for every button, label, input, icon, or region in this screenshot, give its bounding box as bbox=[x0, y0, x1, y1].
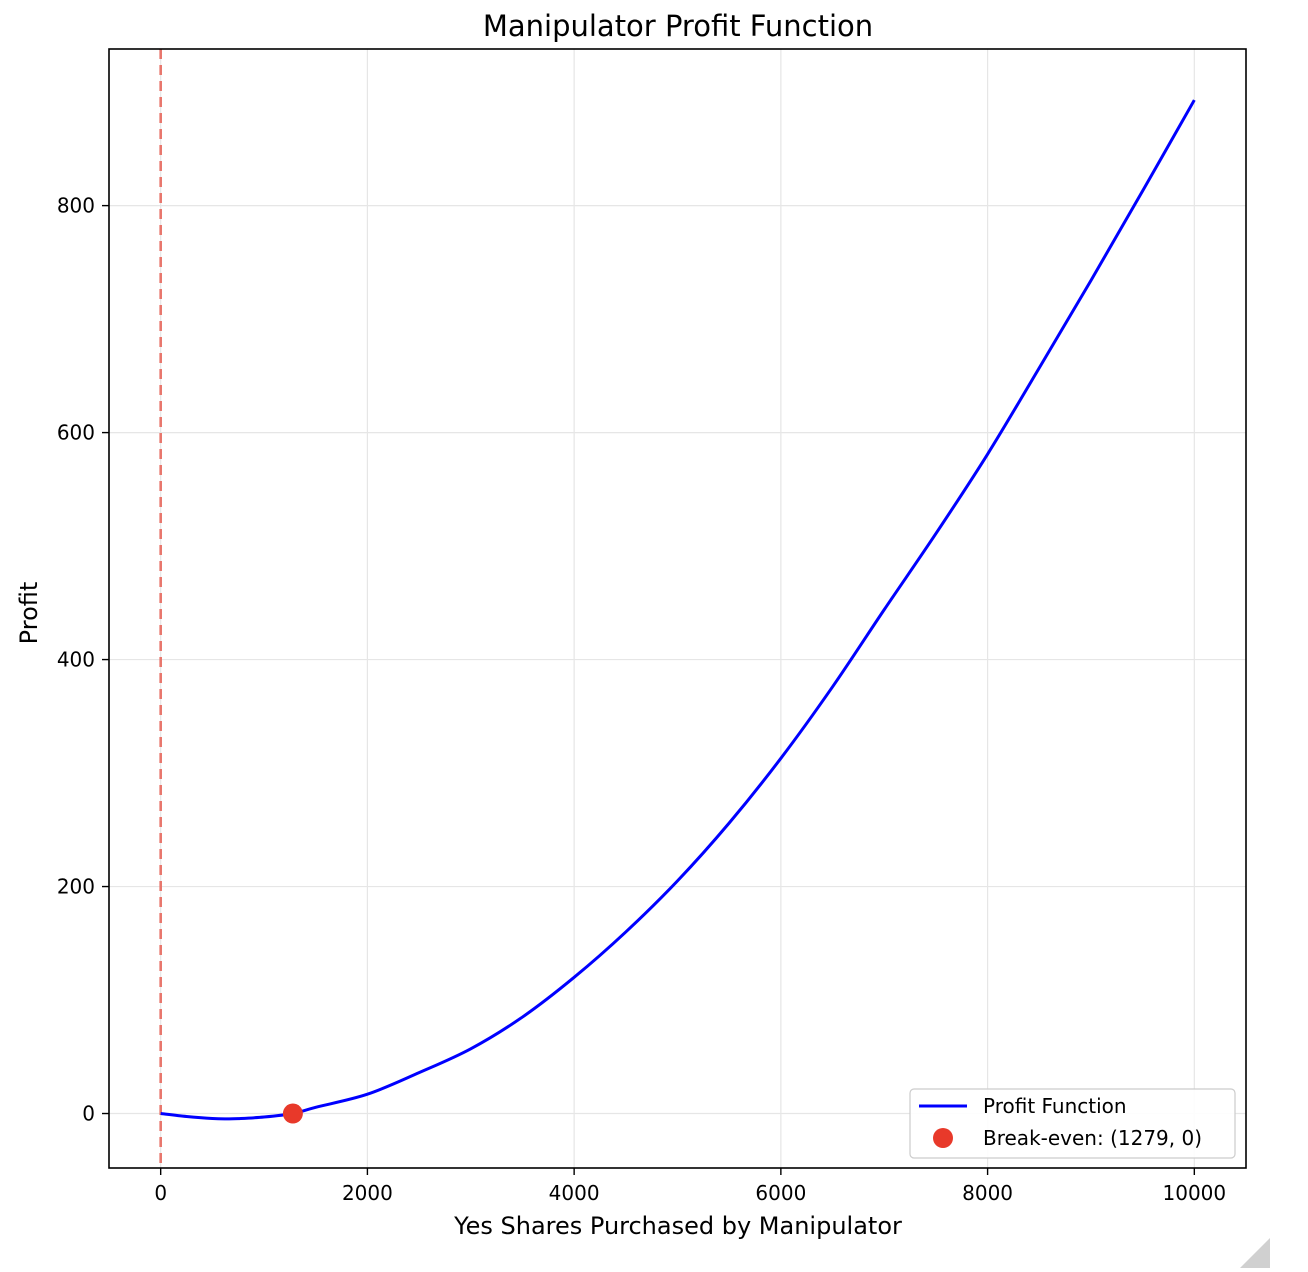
x-tick-label: 10000 bbox=[1163, 1181, 1227, 1205]
y-axis-label: Profit bbox=[15, 582, 43, 645]
x-tick-label: 2000 bbox=[342, 1181, 393, 1205]
y-tick-label: 400 bbox=[57, 648, 95, 672]
y-axis-ticks: 0 200 400 600 800 bbox=[57, 194, 109, 1126]
x-tick-label: 0 bbox=[154, 1181, 167, 1205]
x-tick-label: 6000 bbox=[755, 1181, 806, 1205]
x-tick-label: 4000 bbox=[549, 1181, 600, 1205]
x-axis-label: Yes Shares Purchased by Manipulator bbox=[453, 1212, 902, 1240]
x-tick-label: 8000 bbox=[962, 1181, 1013, 1205]
legend-label-break-even: Break-even: (1279, 0) bbox=[983, 1126, 1202, 1150]
y-tick-label: 200 bbox=[57, 875, 95, 899]
y-tick-label: 800 bbox=[57, 194, 95, 218]
resize-grip-icon bbox=[1240, 1238, 1270, 1268]
axes-frame bbox=[108, 48, 1247, 1169]
chart-title: Manipulator Profit Function bbox=[483, 9, 873, 43]
legend-box bbox=[909, 1088, 1236, 1159]
x-axis-ticks: 0 2000 4000 6000 8000 10000 bbox=[154, 1168, 1226, 1205]
legend-marker-swatch bbox=[933, 1128, 953, 1148]
y-tick-label: 600 bbox=[57, 421, 95, 445]
legend-label-profit-function: Profit Function bbox=[983, 1094, 1127, 1118]
grid-lines bbox=[109, 49, 1246, 1168]
break-even-marker bbox=[282, 1103, 303, 1124]
legend: Profit Function Break-even: (1279, 0) bbox=[909, 1088, 1236, 1159]
profit-function-line bbox=[160, 99, 1196, 1121]
y-tick-label: 0 bbox=[82, 1102, 95, 1126]
